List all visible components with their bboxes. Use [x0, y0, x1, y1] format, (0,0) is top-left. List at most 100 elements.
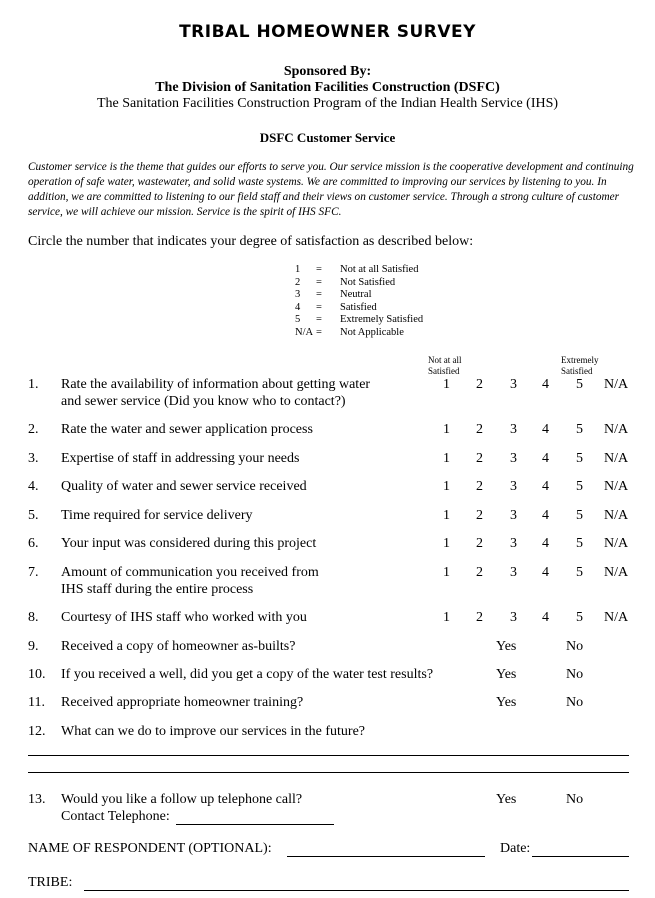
- rating-option-2[interactable]: 2: [476, 422, 483, 437]
- rating-option-1[interactable]: 1: [443, 377, 450, 392]
- yes-option[interactable]: Yes: [496, 695, 517, 710]
- legend-value: Not Satisfied: [340, 276, 396, 288]
- question-number: 9.: [28, 639, 39, 654]
- scale-high-label: Extremely Satisfied: [561, 355, 599, 376]
- legend-value: Extremely Satisfied: [340, 314, 424, 326]
- rating-option-4[interactable]: 4: [542, 422, 549, 437]
- rating-option-na[interactable]: N/A: [604, 508, 629, 523]
- question-number: 10.: [28, 667, 46, 682]
- question-number: 2.: [28, 422, 39, 437]
- scale-low-label: Not at all Satisfied: [428, 355, 462, 376]
- question-text: If you received a well, did you get a co…: [61, 667, 434, 682]
- no-option[interactable]: No: [566, 667, 584, 682]
- rating-option-5[interactable]: 5: [576, 451, 583, 466]
- legend-key: 4: [295, 301, 301, 313]
- rating-option-2[interactable]: 2: [476, 565, 483, 580]
- yes-option[interactable]: Yes: [496, 667, 517, 682]
- question-number: 7.: [28, 565, 39, 580]
- yes-option[interactable]: Yes: [496, 792, 517, 807]
- intro-paragraph: Customer service is the theme that guide…: [28, 161, 634, 218]
- rating-option-5[interactable]: 5: [576, 610, 583, 625]
- contact-telephone-field[interactable]: [176, 824, 334, 825]
- rating-option-1[interactable]: 1: [443, 565, 450, 580]
- rating-option-5[interactable]: 5: [576, 508, 583, 523]
- question-text: Received appropriate homeowner training?: [61, 695, 304, 710]
- legend-key: N/A: [295, 327, 314, 338]
- tribe-field[interactable]: [84, 890, 629, 891]
- rating-option-na[interactable]: N/A: [604, 377, 629, 392]
- rating-option-2[interactable]: 2: [476, 451, 483, 466]
- rating-option-na[interactable]: N/A: [604, 610, 629, 625]
- legend-equals: =: [316, 314, 322, 326]
- rating-option-4[interactable]: 4: [542, 536, 549, 551]
- rating-option-3[interactable]: 3: [510, 565, 517, 580]
- rating-option-4[interactable]: 4: [542, 451, 549, 466]
- rating-option-5[interactable]: 5: [576, 565, 583, 580]
- rating-option-3[interactable]: 3: [510, 508, 517, 523]
- rating-option-na[interactable]: N/A: [604, 479, 629, 494]
- rating-option-2[interactable]: 2: [476, 377, 483, 392]
- rating-option-5[interactable]: 5: [576, 479, 583, 494]
- question-number: 6.: [28, 536, 39, 551]
- contact-telephone-label: Contact Telephone:: [61, 809, 170, 824]
- rating-option-na[interactable]: N/A: [604, 451, 629, 466]
- question-number: 13.: [28, 792, 46, 807]
- answer-line-1[interactable]: [28, 755, 629, 756]
- question-text: What can we do to improve our services i…: [61, 724, 366, 739]
- rating-option-3[interactable]: 3: [510, 479, 517, 494]
- rating-option-na[interactable]: N/A: [604, 536, 629, 551]
- legend-equals: =: [316, 289, 322, 301]
- rating-option-4[interactable]: 4: [542, 508, 549, 523]
- yes-option[interactable]: Yes: [496, 639, 517, 654]
- rating-option-1[interactable]: 1: [443, 451, 450, 466]
- rating-option-1[interactable]: 1: [443, 508, 450, 523]
- legend-equals: =: [316, 327, 322, 338]
- legend-key: 1: [295, 264, 301, 275]
- question-number: 12.: [28, 724, 46, 739]
- rating-option-1[interactable]: 1: [443, 422, 450, 437]
- rating-option-2[interactable]: 2: [476, 508, 483, 523]
- legend-key: 3: [295, 289, 301, 301]
- name-field[interactable]: [287, 856, 485, 857]
- question-text: Amount of communication you received fro…: [61, 565, 319, 580]
- rating-option-na[interactable]: N/A: [604, 422, 629, 437]
- rating-option-2[interactable]: 2: [476, 479, 483, 494]
- rating-option-5[interactable]: 5: [576, 422, 583, 437]
- rating-option-2[interactable]: 2: [476, 536, 483, 551]
- rating-option-3[interactable]: 3: [510, 377, 517, 392]
- rating-option-2[interactable]: 2: [476, 610, 483, 625]
- rating-option-4[interactable]: 4: [542, 479, 549, 494]
- legend-key: 2: [295, 276, 301, 288]
- rating-option-3[interactable]: 3: [510, 451, 517, 466]
- date-label: Date:: [500, 841, 531, 856]
- rating-option-5[interactable]: 5: [576, 536, 583, 551]
- no-option[interactable]: No: [566, 792, 584, 807]
- rating-option-3[interactable]: 3: [510, 422, 517, 437]
- legend-value: Not at all Satisfied: [340, 264, 419, 275]
- rating-option-1[interactable]: 1: [443, 479, 450, 494]
- rating-option-na[interactable]: N/A: [604, 565, 629, 580]
- rating-option-4[interactable]: 4: [542, 565, 549, 580]
- question-text: Your input was considered during this pr…: [61, 536, 317, 551]
- rating-option-3[interactable]: 3: [510, 536, 517, 551]
- rating-option-3[interactable]: 3: [510, 610, 517, 625]
- instruction: Circle the number that indicates your de…: [28, 234, 474, 249]
- question-text: Time required for service delivery: [61, 508, 253, 523]
- rating-option-4[interactable]: 4: [542, 377, 549, 392]
- rating-option-1[interactable]: 1: [443, 536, 450, 551]
- rating-option-4[interactable]: 4: [542, 610, 549, 625]
- no-option[interactable]: No: [566, 695, 584, 710]
- legend-key: 5: [295, 314, 301, 326]
- legend-equals: =: [316, 276, 322, 288]
- rating-option-5[interactable]: 5: [576, 377, 583, 392]
- legend-equals: =: [316, 264, 322, 275]
- rating-option-1[interactable]: 1: [443, 610, 450, 625]
- legend-value: Satisfied: [340, 301, 377, 313]
- no-option[interactable]: No: [566, 639, 584, 654]
- question-text: Expertise of staff in addressing your ne…: [61, 451, 300, 466]
- question-number: 5.: [28, 508, 39, 523]
- answer-line-2[interactable]: [28, 772, 629, 773]
- question-number: 1.: [28, 377, 39, 392]
- date-field[interactable]: [532, 856, 629, 857]
